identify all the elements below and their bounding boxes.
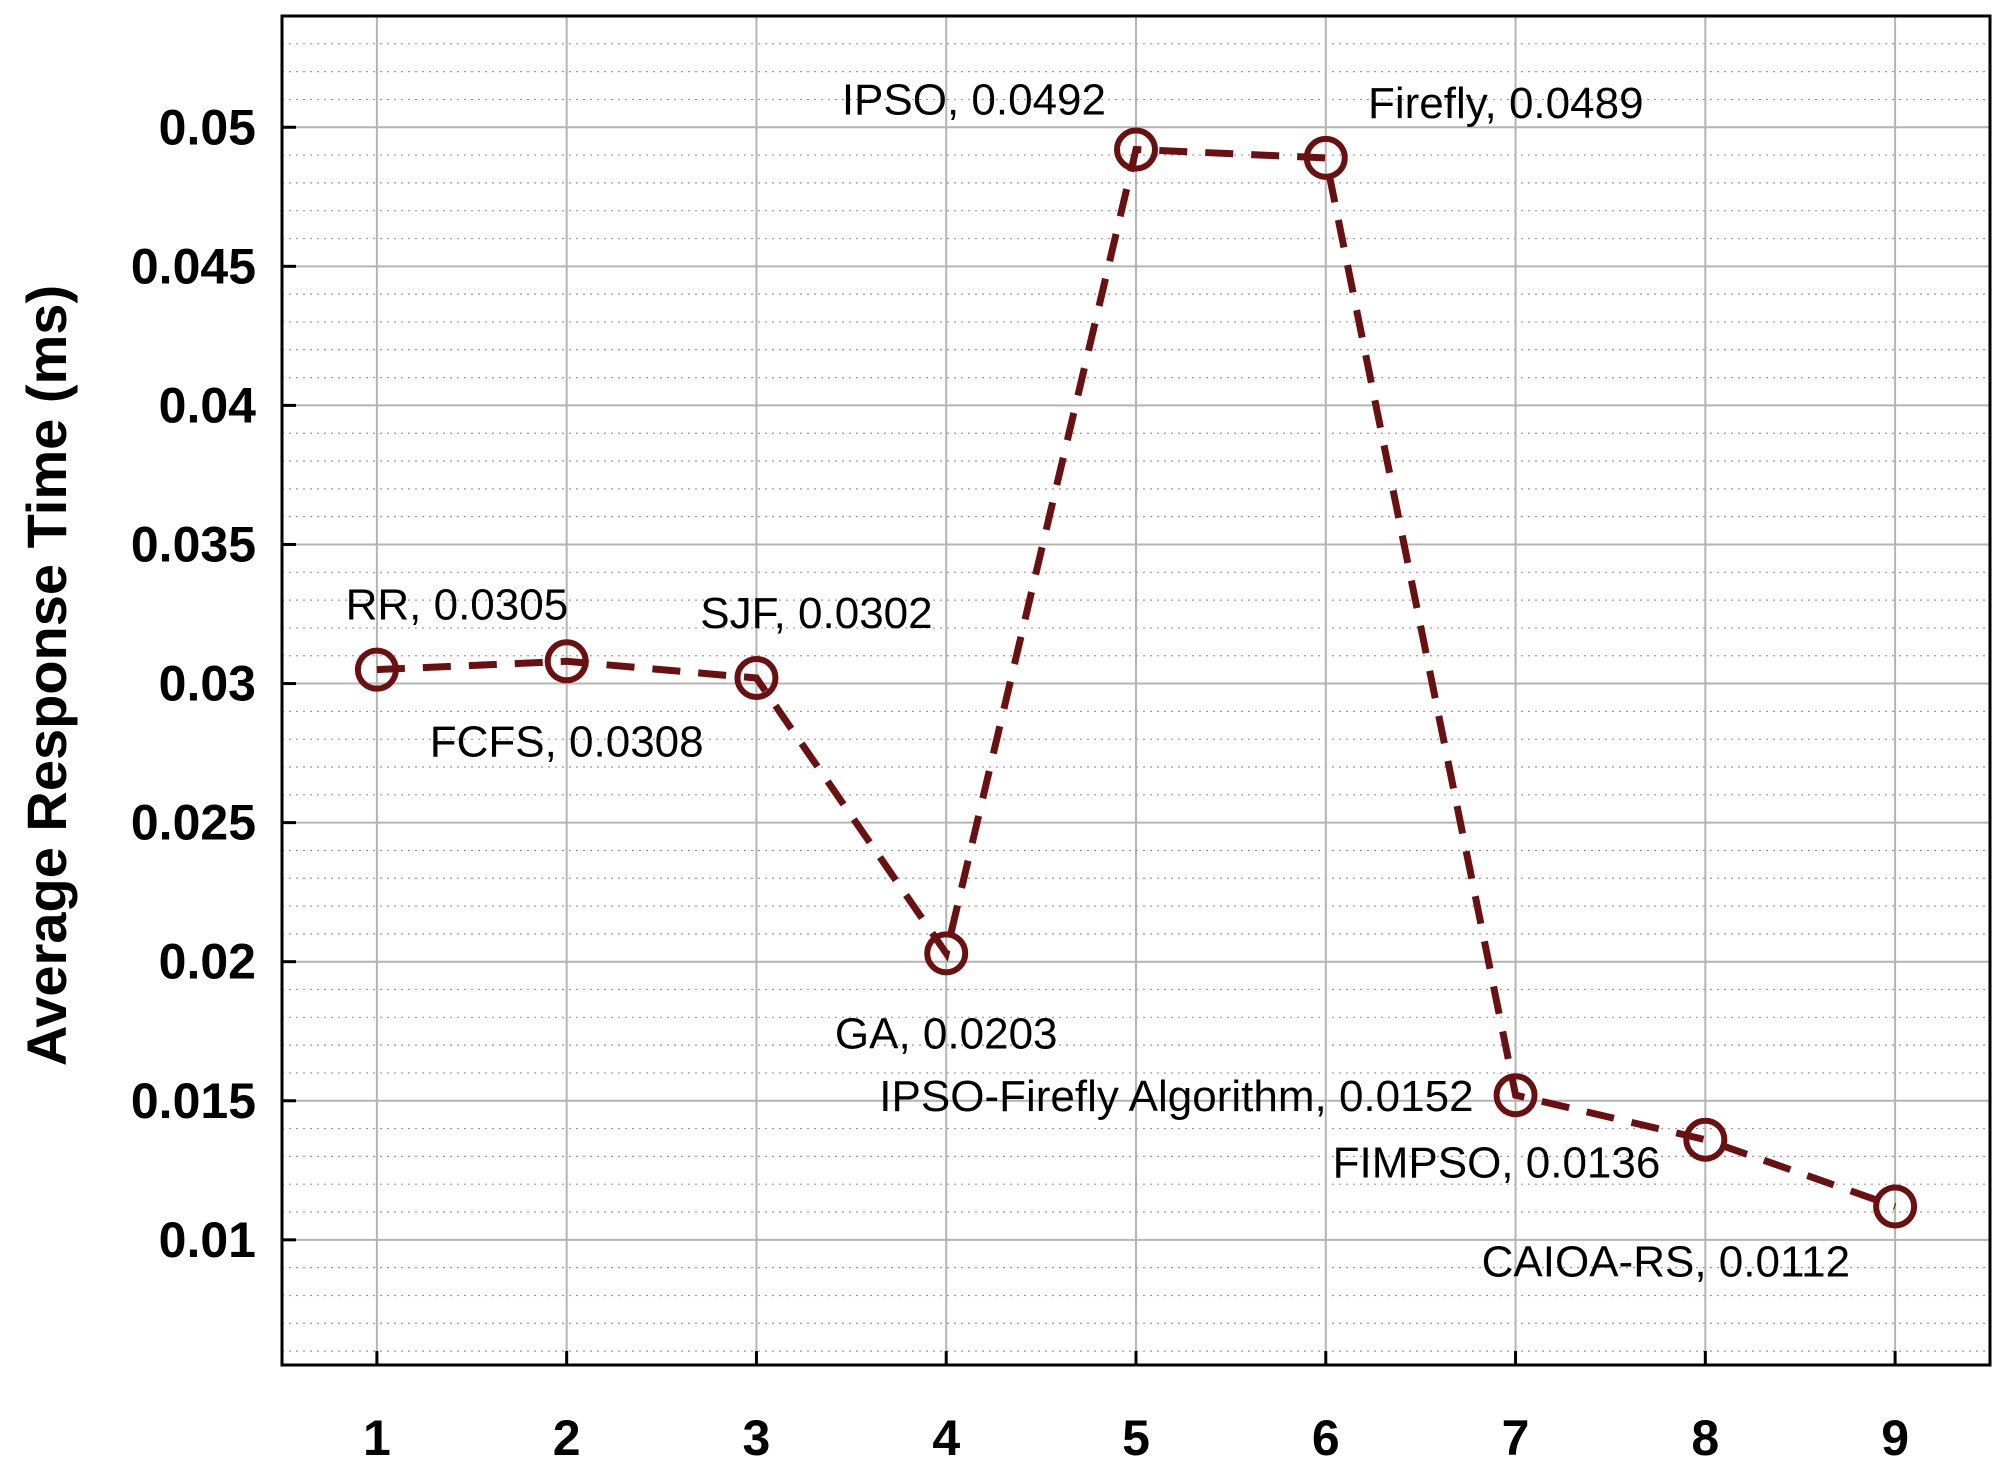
y-tick-label: 0.035 bbox=[131, 516, 256, 572]
data-point-marker bbox=[1303, 135, 1348, 180]
y-tick-label: 0.015 bbox=[131, 1073, 256, 1129]
y-tick-label: 0.03 bbox=[159, 656, 256, 712]
data-point-marker bbox=[734, 655, 779, 700]
y-tick-label: 0.02 bbox=[159, 934, 256, 990]
data-point-marker bbox=[1114, 127, 1158, 172]
x-tick-label: 5 bbox=[1122, 1410, 1150, 1466]
x-tick-label: 3 bbox=[743, 1410, 771, 1466]
data-point-marker bbox=[354, 647, 399, 692]
y-axis-title: Average Response Time (ms) bbox=[15, 285, 78, 1066]
data-point-marker bbox=[1683, 1117, 1728, 1162]
y-tick-label: 0.01 bbox=[159, 1212, 256, 1268]
x-tick-label: 2 bbox=[553, 1410, 581, 1466]
data-label: FIMPSO, 0.0136 bbox=[1333, 1139, 1661, 1188]
x-tick-label: 7 bbox=[1502, 1410, 1530, 1466]
x-tick-label: 9 bbox=[1881, 1410, 1909, 1466]
y-tick-label: 0.04 bbox=[159, 377, 257, 433]
y-axis-ticks: 0.01 0.015 0.02 0.025 0.03 0.035 0.04 0.045 0.05 bbox=[131, 99, 296, 1268]
data-labels: RR, 0.0305 FCFS, 0.0308 SJF, 0.0302 GA, 0.0… bbox=[346, 76, 1851, 1287]
x-tick-label: 1 bbox=[363, 1410, 391, 1466]
data-label: IPSO-Firefly Algorithm, 0.0152 bbox=[879, 1072, 1473, 1121]
y-tick-label: 0.05 bbox=[159, 99, 256, 155]
data-label: IPSO, 0.0492 bbox=[842, 76, 1106, 125]
x-tick-label: 8 bbox=[1691, 1410, 1719, 1466]
data-label: FCFS, 0.0308 bbox=[430, 717, 704, 766]
data-label: Firefly, 0.0489 bbox=[1368, 79, 1644, 128]
data-label: GA, 0.0203 bbox=[835, 1009, 1058, 1058]
x-tick-label: 6 bbox=[1312, 1410, 1340, 1466]
grid bbox=[282, 15, 1990, 1365]
data-label: CAIOA-RS, 0.0112 bbox=[1482, 1237, 1850, 1286]
data-point-marker bbox=[924, 931, 969, 976]
data-label: SJF, 0.0302 bbox=[700, 589, 932, 638]
y-tick-label: 0.045 bbox=[131, 238, 256, 294]
x-tick-label: 4 bbox=[932, 1410, 960, 1466]
data-label: RR, 0.0305 bbox=[346, 581, 569, 630]
data-point-marker bbox=[1873, 1184, 1918, 1229]
x-axis-ticks: 1 2 3 4 5 6 7 8 9 bbox=[363, 1351, 1909, 1466]
y-tick-label: 0.025 bbox=[131, 795, 256, 851]
data-point-marker bbox=[1493, 1073, 1538, 1118]
data-point-marker bbox=[544, 639, 589, 684]
series-line bbox=[376, 145, 1897, 1210]
data-point-markers bbox=[354, 127, 1918, 1229]
